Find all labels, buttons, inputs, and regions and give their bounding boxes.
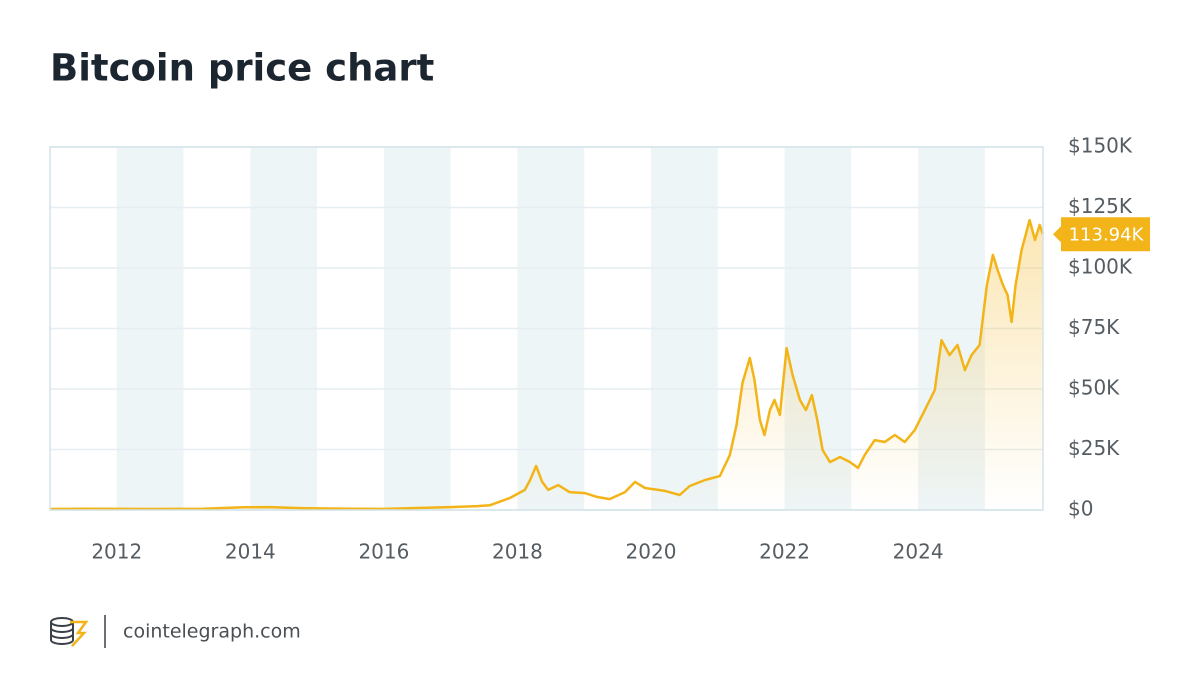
price-line	[49, 218, 1045, 511]
x-tick-label: 2022	[759, 540, 810, 564]
plot	[49, 218, 1045, 511]
y-tick-label: $125K	[1068, 194, 1133, 218]
logo	[50, 617, 89, 647]
chart-title: Bitcoin price chart	[50, 47, 434, 90]
x-tick-label: 2024	[893, 540, 944, 564]
y-tick-label: $150K	[1068, 134, 1133, 158]
x-tick-label: 2020	[626, 540, 677, 564]
x-tick-label: 2014	[225, 540, 276, 564]
price-tag-label: 113.94K	[1069, 224, 1145, 245]
y-tick-label: $75K	[1068, 315, 1120, 339]
price-tag	[1053, 217, 1150, 252]
price-area	[50, 220, 1043, 510]
x-tick-label: 2016	[358, 540, 409, 564]
axes: 2012 2014 2016 2018 2020 2022 2024 $0 $25K $50K $7…	[49, 134, 1150, 564]
y-tick-label: $25K	[1068, 436, 1120, 460]
x-tick-label: 2018	[492, 540, 543, 564]
source: cointelegraph.com	[123, 621, 301, 643]
y-tick-label: $0	[1068, 497, 1093, 521]
x-tick-label: 2012	[91, 540, 142, 564]
y-tick-label: $50K	[1068, 376, 1120, 400]
y-tick-label: $100K	[1068, 255, 1133, 279]
plot-border	[49, 146, 1044, 511]
